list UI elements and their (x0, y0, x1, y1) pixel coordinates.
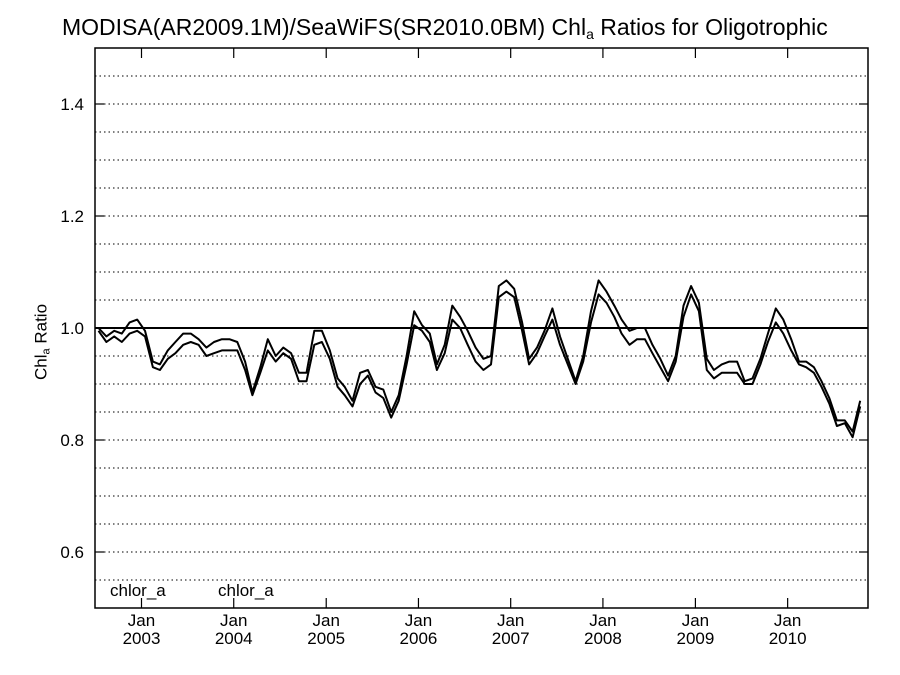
x-tick-month: Jan (313, 611, 340, 630)
x-tick-year: 2007 (492, 629, 530, 648)
plot-frame (94, 47, 869, 609)
x-tick-month: Jan (220, 611, 247, 630)
x-tick-year: 2004 (215, 629, 253, 648)
y-tick-labels: 0.6 0.8 1.0 1.2 1.4 (60, 95, 84, 562)
y-tick-label: 0.8 (60, 431, 84, 450)
x-tick-year: 2010 (769, 629, 807, 648)
x-tick-month: Jan (774, 611, 801, 630)
x-tick-month: Jan (497, 611, 524, 630)
chart-title: MODISA(AR2009.1M)/SeaWiFS(SR2010.0BM) Ch… (62, 14, 828, 42)
title-tail-text: Ratios for Oligotrophic (593, 14, 828, 40)
x-tick-year: 2009 (676, 629, 714, 648)
x-tick-year: 2003 (123, 629, 161, 648)
data-series (97, 279, 862, 439)
x-tick-year: 2008 (584, 629, 622, 648)
annotation-chlor-a-2: chlor_a (218, 581, 274, 600)
x-tick-year: 2005 (307, 629, 345, 648)
x-tick-month: Jan (682, 611, 709, 630)
series-line-2 (97, 290, 862, 439)
title-main-text: MODISA(AR2009.1M)/SeaWiFS(SR2010.0BM) Ch… (62, 14, 587, 40)
x-tick-labels: Jan2003Jan2004Jan2005Jan2006Jan2007Jan20… (123, 611, 807, 648)
title-subscript: a (586, 26, 594, 42)
x-tick-month: Jan (128, 611, 155, 630)
y-tick-label: 0.6 (60, 543, 84, 562)
series-line-1 (97, 279, 862, 433)
y-tick-label: 1.2 (60, 207, 84, 226)
x-tick-month: Jan (589, 611, 616, 630)
annotation-chlor-a-1: chlor_a (110, 581, 166, 600)
x-tick-month: Jan (405, 611, 432, 630)
y-tick-label: 1.4 (60, 95, 84, 114)
y-tick-label: 1.0 (60, 319, 84, 338)
x-tick-year: 2006 (400, 629, 438, 648)
